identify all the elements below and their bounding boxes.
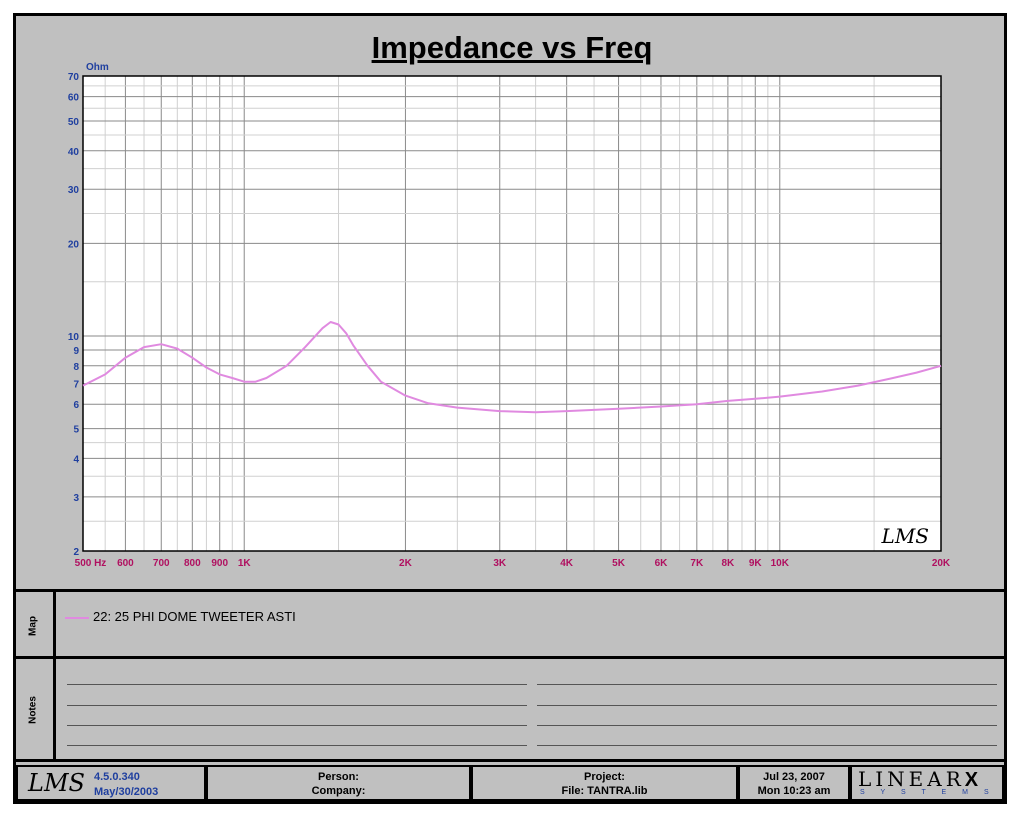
x-tick-label: 6K [655, 558, 669, 569]
x-tick-label: 800 [184, 558, 201, 569]
brand-main: LINEAR [858, 767, 965, 791]
map-label-cell: Map [13, 592, 56, 659]
x-tick-label: 900 [211, 558, 228, 569]
x-tick-label: 10K [771, 558, 790, 569]
y-tick-label: 6 [73, 400, 79, 411]
y-tick-label: 30 [68, 185, 80, 196]
impedance-curve [82, 321, 942, 414]
legend-entry: 22: 25 PHI DOME TWEETER ASTI [93, 609, 296, 624]
footer-date: Jul 23, 2007 [763, 771, 825, 783]
footer: LMS 4.5.0.340 May/30/2003 Person: Compan… [13, 759, 1007, 804]
y-tick-label: 70 [68, 72, 80, 83]
lms-logo: LMS [28, 769, 85, 797]
footer-version-cell: LMS 4.5.0.340 May/30/2003 [16, 765, 206, 801]
note-line[interactable] [537, 725, 997, 726]
lms-watermark: LMS [881, 524, 929, 548]
version-number: 4.5.0.340 [94, 771, 140, 783]
y-tick-label: 10 [68, 332, 80, 343]
y-tick-label: 2 [73, 547, 79, 558]
y-axis-label: Ohm [86, 62, 109, 73]
footer-time: Mon 10:23 am [757, 785, 831, 797]
footer-project-cell: Project: File: TANTRA.lib [471, 765, 738, 801]
plot-border [82, 75, 942, 552]
x-tick-label: 600 [117, 558, 134, 569]
legend-swatch [65, 617, 89, 619]
x-tick-label: 700 [153, 558, 170, 569]
y-tick-label: 50 [68, 117, 80, 128]
notes-label-cell: Notes [13, 659, 56, 760]
x-tick-label: 2K [399, 558, 413, 569]
x-tick-label: 5K [612, 558, 626, 569]
plot-area [83, 76, 941, 551]
map-section: Map 22: 25 PHI DOME TWEETER ASTI [13, 589, 1007, 659]
notes-label: Notes [27, 695, 39, 724]
x-tick-label: 500 [75, 558, 92, 569]
brand-cell: LINEARX S Y S T E M S [850, 765, 1004, 801]
y-tick-label: 9 [73, 346, 79, 357]
chart-title: Impedance vs Freq [371, 30, 653, 65]
x-tick-label: 9K [749, 558, 763, 569]
person-label: Person: [318, 771, 359, 783]
note-line[interactable] [67, 745, 527, 746]
y-tick-label: 8 [73, 362, 79, 373]
x-tick-label: 3K [493, 558, 507, 569]
y-tick-label: 60 [68, 93, 80, 104]
y-tick-label: 7 [73, 380, 79, 391]
x-tick-label: 8K [721, 558, 735, 569]
file-label: File: TANTRA.lib [561, 785, 648, 797]
project-label: Project: [584, 771, 625, 783]
footer-person-cell: Person: Company: [206, 765, 471, 801]
note-line[interactable] [537, 684, 997, 685]
y-tick-label: 3 [73, 493, 79, 504]
version-date: May/30/2003 [94, 786, 159, 798]
footer-date-cell: Jul 23, 2007 Mon 10:23 am [738, 765, 850, 801]
note-line[interactable] [67, 725, 527, 726]
x-tick-label: 7K [690, 558, 704, 569]
notes-section: Notes [13, 656, 1007, 760]
company-label: Company: [311, 785, 366, 797]
brand-logo: LINEARX [858, 767, 982, 792]
note-line[interactable] [67, 684, 527, 685]
map-label: Map [27, 615, 39, 636]
brand-sub: S Y S T E M S [860, 789, 996, 796]
x-tick-label: 4K [560, 558, 574, 569]
x-tick-label: 20K [932, 558, 951, 569]
brand-x: X [964, 769, 983, 791]
x-unit-label: Hz [94, 558, 106, 569]
y-tick-label: 40 [68, 147, 80, 158]
note-line[interactable] [537, 745, 997, 746]
x-tick-label: 1K [238, 558, 252, 569]
note-line[interactable] [67, 705, 527, 706]
y-tick-label: 5 [73, 425, 79, 436]
y-tick-label: 4 [73, 454, 79, 465]
y-tick-label: 20 [68, 239, 80, 250]
note-line[interactable] [537, 705, 997, 706]
impedance-chart: 2 3 4 5 6 7 8 9 10 20 30 40 50 60 70 Ohm 500 600 700 800 900… [68, 62, 951, 569]
